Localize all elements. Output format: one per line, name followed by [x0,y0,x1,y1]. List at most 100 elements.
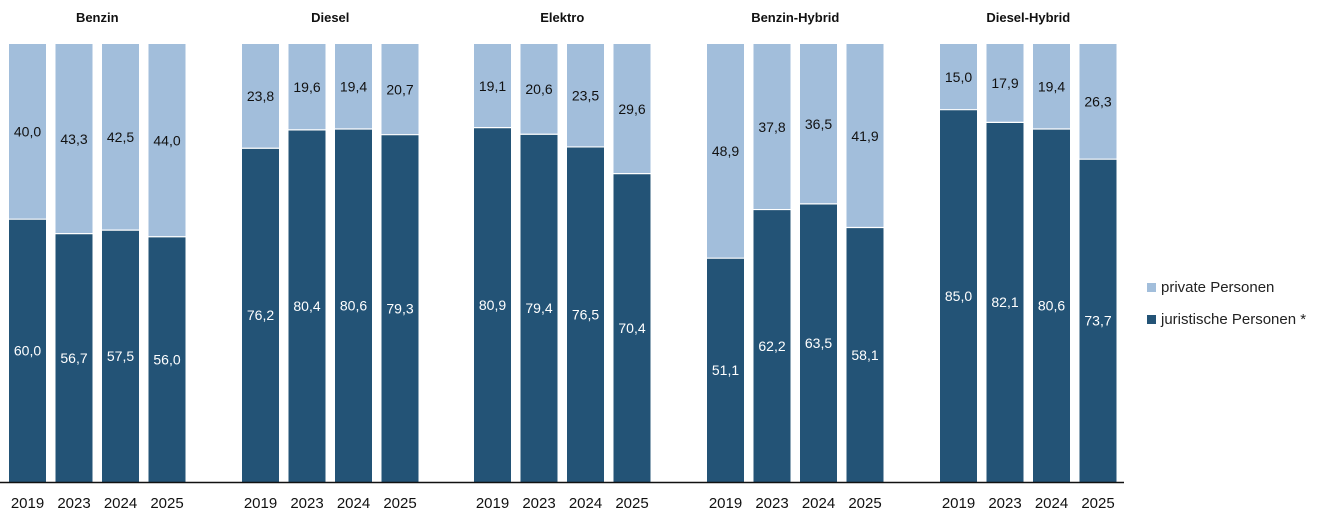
x-tick-label: 2019 [11,495,44,512]
x-tick-label: 2024 [802,495,835,512]
data-label-privat: 20,6 [525,81,552,97]
bar-segment-privat [520,44,558,135]
data-label-juristisch: 51,1 [712,362,739,378]
bar-segment-privat [55,44,93,234]
bar-segment-juristisch [335,128,372,483]
data-label-juristisch: 56,7 [60,350,87,366]
bar-segment-juristisch [474,127,511,483]
bar-segment-juristisch [102,230,139,482]
data-label-juristisch: 85,0 [945,288,972,304]
x-tick-label: 2023 [755,495,788,512]
bar-segment-juristisch [148,236,186,482]
data-label-privat: 29,6 [618,101,645,117]
data-label-juristisch: 58,1 [851,347,878,363]
data-label-privat: 19,1 [479,78,506,94]
x-tick-label: 2025 [1081,495,1114,512]
bar-segment-privat [335,44,372,129]
data-label-privat: 20,7 [386,81,413,97]
bar-segment-juristisch [986,122,1024,482]
legend-item-juristic: juristische Personen * [1147,310,1306,328]
bar-segment-juristisch [846,227,884,482]
legend-label-private: private Personen [1161,278,1275,296]
bar-segment-juristisch [381,134,419,482]
bar-segment-privat [753,44,791,210]
data-label-privat: 23,8 [247,88,274,104]
bar-segment-juristisch [800,203,837,482]
data-label-privat: 44,0 [153,132,180,148]
data-label-juristisch: 80,4 [293,298,320,314]
bar-segment-privat [567,44,604,147]
bar-segment-privat [288,44,326,130]
group-title: Benzin-Hybrid [751,10,839,25]
bar-segment-privat [613,44,651,174]
bar-segment-privat [381,44,419,135]
x-tick-label: 2023 [522,495,555,512]
x-tick-label: 2023 [988,495,1021,512]
bar-segment-juristisch [288,129,326,482]
legend-item-private: private Personen [1147,278,1306,296]
x-tick-label: 2025 [615,495,648,512]
data-label-privat: 48,9 [712,143,739,159]
bar-segment-juristisch [1033,128,1070,483]
bar-segment-privat [707,44,744,259]
data-label-juristisch: 73,7 [1084,313,1111,329]
data-label-privat: 23,5 [572,87,599,103]
data-label-juristisch: 76,2 [247,307,274,323]
data-label-juristisch: 80,6 [1038,297,1065,313]
x-tick-label: 2023 [290,495,323,512]
data-label-juristisch: 76,5 [572,306,599,322]
legend-swatch-juristic [1147,314,1156,324]
data-label-privat: 41,9 [851,128,878,144]
bar-segment-juristisch [9,219,46,482]
group-title: Elektro [540,10,584,25]
data-label-privat: 19,4 [1038,78,1065,94]
x-tick-label: 2024 [104,495,137,512]
x-tick-label: 2023 [57,495,90,512]
x-tick-label: 2025 [150,495,183,512]
data-label-privat: 19,4 [340,78,367,94]
data-label-juristisch: 79,3 [386,300,413,316]
group-title: Benzin [76,10,119,25]
data-label-privat: 15,0 [945,69,972,85]
bar-segment-privat [102,44,139,231]
bar-segment-privat [1033,44,1070,129]
bar-segment-juristisch [613,173,651,482]
legend-swatch-private [1147,282,1156,292]
bar-segment-privat [800,44,837,204]
data-label-privat: 40,0 [14,124,41,140]
bar-segment-privat [148,44,186,237]
bar-segment-juristisch [707,258,744,482]
legend-label-juristic: juristische Personen * [1161,310,1307,328]
x-tick-label: 2019 [244,495,277,512]
data-label-privat: 17,9 [991,75,1018,91]
bar-segment-juristisch [753,209,791,482]
x-tick-label: 2019 [476,495,509,512]
bar-segment-juristisch [567,146,604,482]
bar-segment-privat [846,44,884,228]
bar-segment-juristisch [55,233,93,482]
chart-legend: private Personen juristische Personen * [1147,278,1306,342]
group-title: Diesel [311,10,349,25]
data-label-juristisch: 82,1 [991,294,1018,310]
bar-segment-privat [1079,44,1117,160]
bar-segment-juristisch [242,148,279,482]
x-tick-label: 2025 [383,495,416,512]
data-label-juristisch: 80,6 [340,297,367,313]
x-tick-label: 2024 [569,495,602,512]
bar-segment-privat [940,44,977,110]
data-label-juristisch: 70,4 [618,320,645,336]
data-label-privat: 43,3 [60,131,87,147]
x-tick-label: 2025 [848,495,881,512]
data-label-juristisch: 56,0 [153,351,180,367]
group-title: Diesel-Hybrid [986,10,1070,25]
data-label-juristisch: 63,5 [805,335,832,351]
bar-segment-privat [986,44,1024,123]
data-label-privat: 36,5 [805,116,832,132]
data-label-juristisch: 62,2 [758,338,785,354]
data-label-juristisch: 57,5 [107,348,134,364]
data-label-privat: 42,5 [107,129,134,145]
bar-segment-privat [9,44,46,220]
bar-segment-juristisch [940,109,977,482]
data-label-privat: 37,8 [758,119,785,135]
